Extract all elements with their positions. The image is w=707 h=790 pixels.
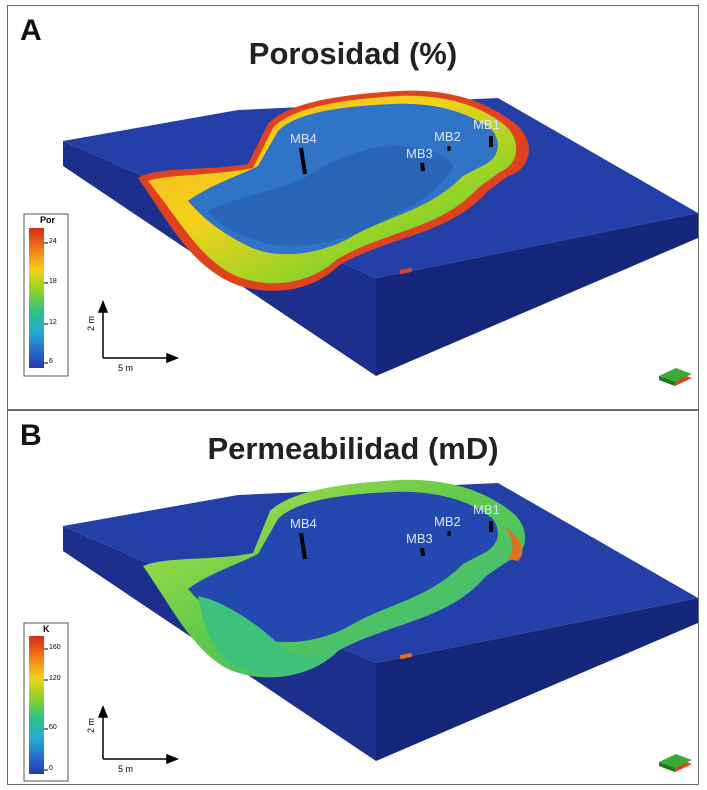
well-label-mb3: MB3: [406, 531, 433, 546]
colorbar-tick-label: 6: [49, 358, 53, 365]
colorbar-tick-label: 120: [49, 675, 61, 682]
small-feature: [399, 267, 413, 275]
panel-permeability: B Permeabilidad (mD) K 160 120 60 0 MB4 …: [7, 410, 699, 785]
colorbar-tick-label: 160: [49, 644, 61, 651]
colorbar-tick-label: 0: [49, 765, 53, 772]
scale-horizontal-label: 5 m: [118, 764, 134, 774]
well-label-mb1: MB1: [473, 117, 500, 132]
scale-vertical-label: 2 m: [86, 315, 96, 331]
panel-porosity: A Porosidad (%) Por 24 18 12 6 MB4 MB3 M…: [7, 5, 699, 410]
permeability-3d-model: [23, 479, 698, 782]
well-mb4-line: [299, 532, 307, 560]
orientation-glyph-icon: [659, 368, 692, 386]
well-mb3-line: [420, 547, 425, 557]
block-right-face: [376, 598, 698, 761]
well-mb4-line: [299, 147, 307, 175]
scale-axes: [97, 299, 180, 364]
panel-letter: A: [20, 14, 42, 47]
pit-inner-green-rim: [198, 596, 338, 674]
colorbar-tick-label: 18: [49, 278, 57, 285]
well-mb3-line: [420, 162, 425, 172]
colorbar-gradient: [29, 636, 44, 774]
colorbar-label: Por: [40, 215, 56, 225]
well-label-mb3: MB3: [406, 146, 433, 161]
pit-main: [188, 491, 498, 643]
scale-horizontal-label: 5 m: [118, 363, 134, 373]
panel-letter: B: [20, 419, 42, 452]
small-feature: [399, 652, 413, 660]
colorbar-tick-label: 60: [49, 724, 57, 731]
well-label-mb4: MB4: [290, 131, 317, 146]
pit-inner: [208, 146, 453, 246]
block-right-face: [376, 213, 698, 376]
colorbar-label: K: [43, 624, 50, 634]
rim-orange-edge: [503, 526, 523, 561]
orientation-glyph-icon: [659, 754, 692, 772]
scale-axes: [97, 704, 180, 765]
well-label-mb2: MB2: [434, 129, 461, 144]
colorbar-gradient: [29, 228, 44, 368]
scale-vertical-label: 2 m: [86, 717, 96, 733]
well-label-mb2: MB2: [434, 514, 461, 529]
colorbar-ticks: [44, 648, 48, 771]
porosity-3d-model: [23, 90, 698, 386]
colorbar-ticks: [44, 242, 48, 364]
well-label-mb4: MB4: [290, 516, 317, 531]
panel-title: Permeabilidad (mD): [207, 431, 499, 466]
colorbar-tick-label: 12: [49, 319, 57, 326]
panel-title: Porosidad (%): [248, 36, 458, 71]
well-label-mb1: MB1: [473, 502, 500, 517]
colorbar-tick-label: 24: [49, 238, 57, 245]
